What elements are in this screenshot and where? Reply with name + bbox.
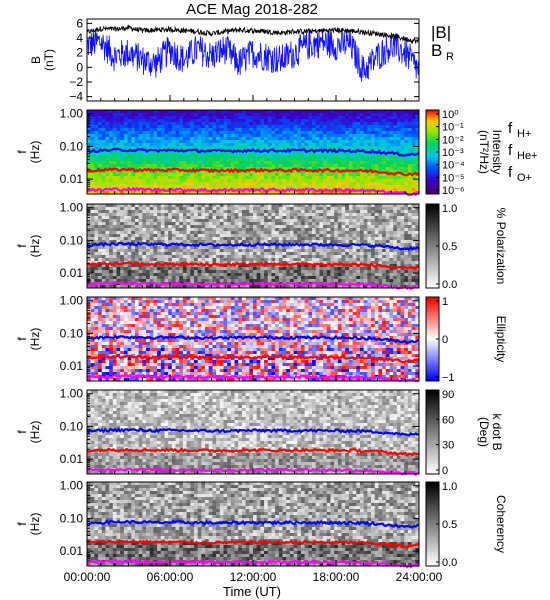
- legend-bmag: |B|: [431, 23, 451, 42]
- ellipticity-fh-line: [86, 334, 420, 345]
- coherency-yunit: (Hz): [28, 513, 42, 536]
- intensity-ylabel: f: [15, 150, 29, 154]
- ellipticity-colorbar: [426, 297, 439, 382]
- intensity-yunit: (Hz): [28, 141, 42, 164]
- kdotb-colorbar-unit: (Deg): [477, 417, 491, 447]
- intensity-colorbar-tick: 10⁻²: [442, 134, 464, 146]
- kdotb-colorbar: [426, 390, 439, 475]
- intensity-ytick-label: 0.01: [60, 172, 84, 186]
- kdotb-ytick-label: 0.01: [60, 452, 84, 466]
- coherency-ytick-label: 0.01: [60, 544, 84, 558]
- kdotb-ytick-label: 1.00: [60, 387, 84, 401]
- bfield-yunit: (nT): [42, 49, 56, 71]
- bfield-tick-label: 0: [76, 60, 83, 74]
- kdotb-colorbar-tick: 90: [442, 389, 454, 401]
- intensity-colorbar-tick: 10⁻⁴: [442, 160, 465, 172]
- kdotb-ylabel: f: [15, 430, 29, 434]
- ellipticity-ytick-label: 0.10: [60, 326, 84, 340]
- kdotb-colorbar-title: k dot B: [490, 413, 504, 450]
- bfield-tick-label: −2: [69, 75, 83, 89]
- coherency-colorbar-tick: 0.5: [442, 519, 457, 531]
- intensity-ytick-label: 1.00: [60, 107, 84, 121]
- coherency-fh-line: [86, 519, 420, 529]
- freq-legend-2: f: [508, 164, 513, 181]
- legend-br: B: [431, 41, 442, 60]
- bfield-tick-label: 2: [76, 46, 83, 60]
- ellipticity-colorbar-title: Ellipticity: [494, 316, 508, 363]
- freq-legend-sub-2: O+: [517, 172, 532, 184]
- polarization-colorbar-title: % Polarization: [494, 208, 508, 285]
- kdotb-fh-line: [86, 427, 420, 437]
- bfield-tick-label: 4: [76, 31, 83, 45]
- ellipticity-fhe-line: [86, 354, 420, 364]
- bfield-ylabel: B: [29, 56, 43, 64]
- polarization-ylabel: f: [15, 244, 29, 248]
- kdotb-colorbar-frame: [425, 389, 440, 475]
- ellipticity-spectrogram: [87, 297, 420, 382]
- coherency-colorbar: [426, 482, 439, 567]
- polarization-ytick-label: 0.10: [60, 233, 84, 247]
- intensity-colorbar-tick: 10⁻¹: [442, 122, 464, 134]
- polarization-fh-line: [86, 241, 420, 252]
- x-tick-label: 06:00:00: [147, 570, 194, 584]
- polarization-colorbar-tick: 0.0: [442, 279, 457, 291]
- bfield-tick-label: 6: [76, 16, 83, 30]
- ellipticity-ytick-label: 0.01: [60, 359, 84, 373]
- coherency-ytick-label: 0.10: [60, 511, 84, 525]
- freq-legend-sub-0: H+: [517, 128, 531, 140]
- ellipticity-yunit: (Hz): [28, 328, 42, 351]
- x-tick-label: 18:00:00: [313, 570, 360, 584]
- ellipticity-ytick-label: 1.00: [60, 294, 84, 308]
- freq-legend-sub-1: He+: [517, 150, 538, 162]
- polarization-colorbar: [426, 204, 439, 289]
- coherency-fhe-line: [86, 539, 420, 549]
- intensity-colorbar-tick: 10⁰: [442, 109, 459, 121]
- polarization-yunit: (Hz): [28, 235, 42, 258]
- polarization-ytick-label: 0.01: [60, 266, 84, 280]
- intensity-colorbar-unit: (nT²/Hz): [477, 130, 491, 174]
- intensity-colorbar-tick: 10⁻⁵: [442, 172, 465, 184]
- kdotb-ytick-label: 0.10: [60, 419, 84, 433]
- coherency-colorbar-tick: 0.0: [442, 557, 457, 569]
- coherency-spectrogram: [87, 482, 420, 567]
- bmag-trace: [86, 24, 420, 45]
- br-trace: [86, 28, 420, 82]
- intensity-colorbar-tick: 10⁻³: [442, 147, 464, 159]
- kdotb-colorbar-tick: 30: [442, 440, 454, 452]
- intensity-fh-line: [86, 147, 420, 157]
- x-axis-label: Time (UT): [223, 584, 281, 599]
- ellipticity-ylabel: f: [15, 337, 29, 341]
- polarization-spectrogram: [87, 204, 420, 289]
- chart-title: ACE Mag 2018-282: [186, 1, 318, 18]
- polarization-colorbar-tick: 1.0: [442, 203, 457, 215]
- coherency-colorbar-title: Coherency: [494, 495, 508, 553]
- polarization-ytick-label: 1.00: [60, 201, 84, 215]
- coherency-ytick-label: 1.00: [60, 479, 84, 493]
- polarization-colorbar-tick: 0.5: [442, 241, 457, 253]
- ellipticity-colorbar-tick: −1: [442, 372, 455, 384]
- freq-legend-1: f: [508, 142, 513, 159]
- polarization-fhe-line: [86, 261, 420, 271]
- freq-legend-0: f: [508, 120, 513, 137]
- ellipticity-colorbar-tick: 0: [442, 334, 448, 346]
- intensity-colorbar-title: Intensity: [490, 130, 504, 175]
- kdotb-colorbar-tick: 0: [442, 465, 448, 477]
- x-tick-label: 00:00:00: [64, 570, 111, 584]
- kdotb-colorbar-tick: 60: [442, 414, 454, 426]
- kdotb-fhe-line: [86, 447, 420, 457]
- bfield-tick-label: −4: [69, 90, 83, 104]
- kdotb-yunit: (Hz): [28, 421, 42, 444]
- legend-br-sub: R: [446, 51, 454, 63]
- x-tick-label: 24:00:00: [396, 570, 443, 584]
- x-tick-label: 12:00:00: [230, 570, 277, 584]
- intensity-colorbar: [426, 110, 439, 195]
- intensity-fhe-line: [86, 167, 420, 177]
- ellipticity-colorbar-tick: 1: [442, 296, 448, 308]
- coherency-colorbar-tick: 1.0: [442, 481, 457, 493]
- intensity-ytick-label: 0.10: [60, 139, 84, 153]
- coherency-ylabel: f: [15, 522, 29, 526]
- intensity-colorbar-tick: 10⁻⁶: [442, 185, 465, 197]
